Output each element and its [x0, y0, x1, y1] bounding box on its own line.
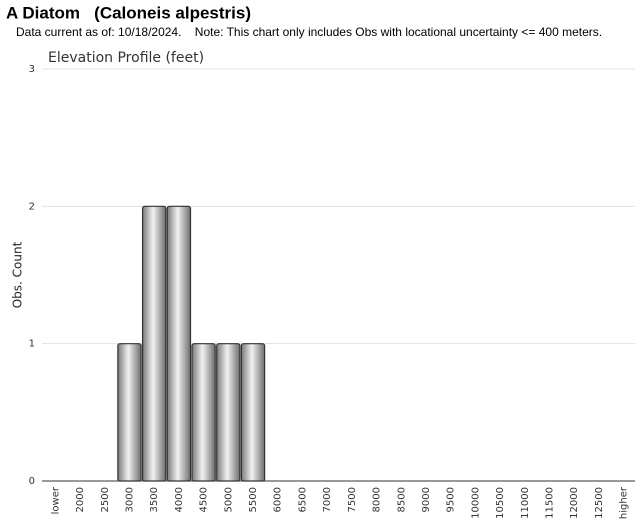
y-tick-label: 0	[29, 476, 35, 487]
x-tick-label: 5000	[223, 487, 234, 512]
y-tick-label: 1	[29, 339, 35, 350]
bar	[191, 343, 216, 482]
bar	[216, 343, 241, 482]
bar	[240, 343, 266, 482]
x-tick-label: 9000	[421, 487, 432, 512]
bar	[166, 205, 192, 482]
x-tick-label: 7500	[347, 487, 358, 512]
x-tick-label: 6000	[273, 487, 284, 512]
x-tick-label: higher	[619, 486, 630, 519]
x-tick-label: 2000	[75, 487, 86, 512]
bar	[141, 205, 167, 482]
x-tick-label: 12500	[594, 487, 605, 519]
x-tick-label: 6500	[297, 487, 308, 512]
bar	[117, 343, 142, 482]
x-tick-label: 4500	[199, 487, 210, 512]
x-tick-label: 5500	[248, 487, 259, 512]
x-tick-label: 11000	[520, 487, 531, 519]
x-tick-label: 8500	[396, 487, 407, 512]
x-tick-label: 3000	[124, 487, 135, 512]
x-tick-label: 8000	[372, 487, 383, 512]
x-tick-label: 10500	[495, 487, 506, 519]
y-tick-label: 2	[29, 201, 35, 212]
x-tick-label: 4000	[174, 487, 185, 512]
x-tick-label: lower	[50, 486, 61, 514]
x-tick-label: 11500	[545, 487, 556, 519]
x-tick-label: 12000	[569, 487, 580, 519]
page-title: A Diatom (Caloneis alpestris)	[6, 3, 251, 22]
x-tick-label: 9500	[446, 487, 457, 512]
y-tick-label: 3	[29, 64, 35, 75]
chart-title: Elevation Profile (feet)	[48, 50, 204, 66]
x-tick-label: 2500	[100, 487, 111, 512]
x-tick-label: 3500	[149, 487, 160, 512]
x-tick-label: 7000	[322, 487, 333, 512]
y-axis-label: Obs. Count	[11, 241, 25, 308]
subtitle: Data current as of: 10/18/2024. Note: Th…	[16, 25, 602, 39]
x-tick-label: 10000	[470, 487, 481, 519]
